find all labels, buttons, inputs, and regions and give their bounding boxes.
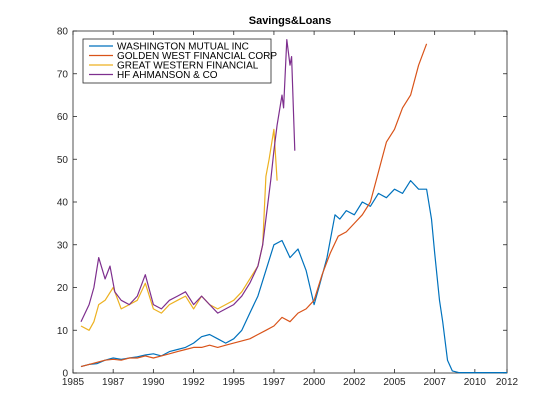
x-tick-label: 1987 [102,377,125,388]
x-tick-label: 2002 [343,377,366,388]
y-tick-label: 80 [57,27,69,38]
x-tick-label: 2005 [383,377,406,388]
y-tick-label: 40 [57,198,69,209]
legend-entry: WASHINGTON MUTUAL INC [117,42,249,53]
y-tick-label: 70 [57,69,69,80]
x-tick-label: 2000 [303,377,326,388]
y-tick-label: 30 [57,240,69,251]
series-line-4 [80,39,296,322]
chart-title: Savings&Loans [249,15,332,27]
y-tick-label: 0 [62,369,68,380]
x-tick-label: 1985 [62,377,85,388]
y-tick-label: 20 [57,283,69,294]
series-line-1 [80,180,507,374]
series-line-2 [80,43,428,368]
x-tick-label: 2012 [496,377,519,388]
y-tick-label: 60 [57,112,69,123]
y-tick-label: 10 [57,326,69,337]
series-lines [80,39,507,374]
x-tick-label: 2010 [464,377,487,388]
legend-entry: GOLDEN WEST FINANCIAL CORP [117,51,277,62]
legend-entry: GREAT WESTERN FINANCIAL [117,61,259,72]
x-tick-label: 1992 [182,377,205,388]
axes: 1985 1987 1990 1992 1995 1997 2000 2002 2005 2007… [57,27,519,389]
legend-box [82,38,272,84]
legend-entry: HF AHMANSON & CO [117,70,218,81]
x-tick-label: 2007 [424,377,447,388]
x-tick-label: 1997 [263,377,286,388]
x-tick-label: 1995 [223,377,246,388]
x-tick-label: 1990 [142,377,165,388]
y-tick-label: 50 [57,155,69,166]
